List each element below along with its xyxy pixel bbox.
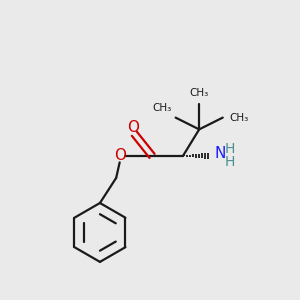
Text: O: O bbox=[114, 148, 126, 164]
Text: H: H bbox=[225, 142, 236, 155]
Text: CH₃: CH₃ bbox=[189, 88, 208, 98]
Text: CH₃: CH₃ bbox=[152, 103, 171, 113]
Text: H: H bbox=[225, 155, 236, 169]
Text: CH₃: CH₃ bbox=[229, 112, 248, 123]
Text: O: O bbox=[127, 120, 139, 135]
Text: N: N bbox=[215, 146, 226, 161]
